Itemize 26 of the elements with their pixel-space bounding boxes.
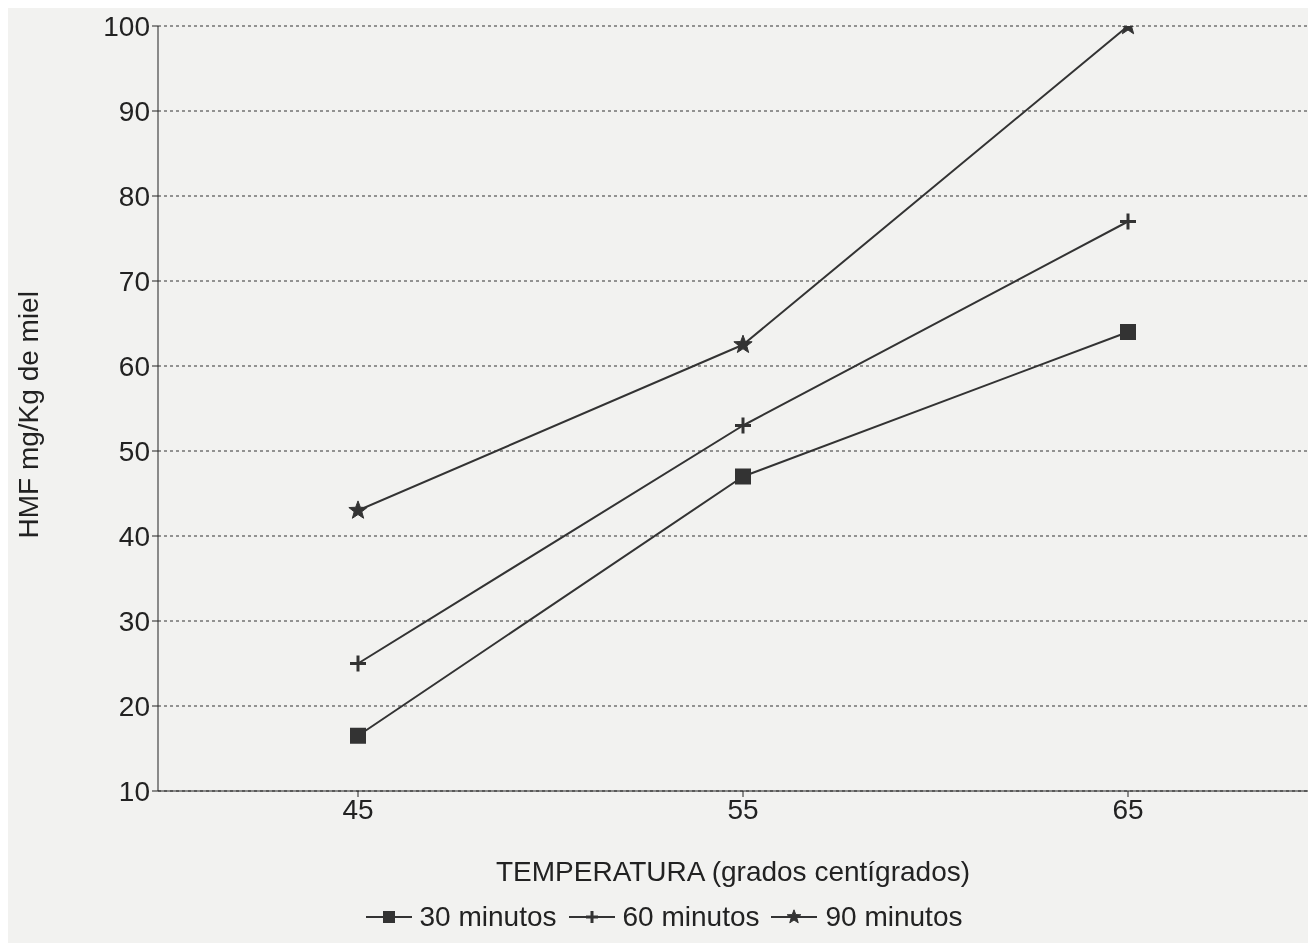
x-tick-label: 45	[342, 793, 374, 825]
point	[1120, 324, 1136, 340]
y-tick-label: 10	[118, 775, 150, 807]
legend-label: 90 minutos	[825, 901, 963, 933]
y-tick-label: 40	[118, 520, 150, 552]
point	[733, 334, 753, 354]
x-tick-label: 65	[1112, 793, 1144, 825]
y-tick-label: 30	[118, 605, 150, 637]
y-tick-label: 50	[118, 435, 150, 467]
y-tick-label: 80	[118, 180, 150, 212]
point	[735, 468, 751, 485]
y-tick-label: 20	[118, 690, 150, 722]
legend-label: 30 minutos	[419, 901, 557, 933]
point	[348, 500, 368, 519]
y-tick-label: 60	[118, 350, 150, 382]
y-axis-title: HMF mg/Kg de miel	[12, 291, 44, 539]
point	[348, 654, 368, 673]
y-tick-label: 100	[103, 10, 150, 42]
x-axis-title: TEMPERATURA (grados centígrados)	[495, 856, 971, 887]
x-tick-label: 55	[727, 793, 759, 825]
point	[1118, 212, 1138, 231]
y-tick-label: 90	[118, 95, 150, 127]
point	[350, 727, 366, 744]
y-tick-label: 70	[118, 265, 150, 297]
point	[733, 416, 753, 435]
legend-label: 60 minutos	[622, 901, 760, 933]
